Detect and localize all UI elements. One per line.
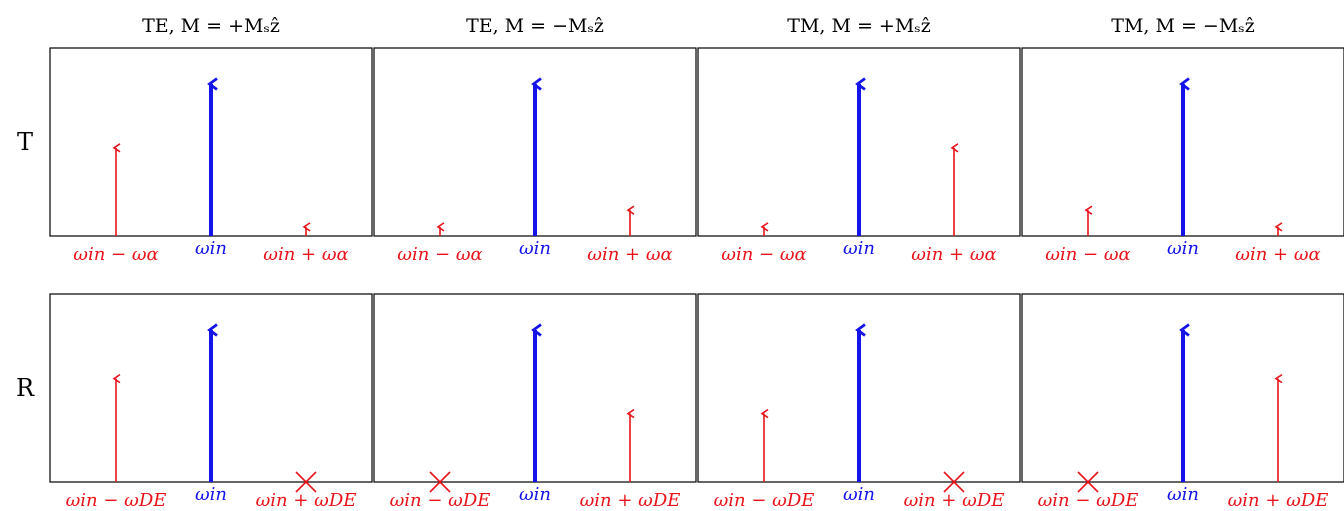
lower-sideband-tick-label: ωin − ωDE [1038,490,1139,511]
carrier-tick-label: ωin [843,484,875,505]
carrier-tick-label: ωin [195,484,227,505]
upper-sideband-tick-label: ωin + ωDE [1228,490,1329,511]
carrier-tick-label: ωin [519,238,551,259]
lower-sideband-suppressed-cross [429,471,451,493]
upper-sideband-tick-label: ωin + ωα [263,244,348,265]
lower-sideband-tick-label: ωin − ωα [73,244,158,265]
upper-sideband-tick-label: ωin + ωDE [904,490,1005,511]
lower-sideband-tick-label: ωin − ωDE [714,490,815,511]
carrier-tick-label: ωin [843,238,875,259]
upper-sideband-suppressed-cross [295,471,317,493]
upper-sideband-suppressed-cross [943,471,965,493]
upper-sideband-tick-label: ωin + ωDE [580,490,681,511]
lower-sideband-tick-label: ωin − ωDE [66,490,167,511]
carrier-tick-label: ωin [1167,484,1199,505]
column-title: TE, M = −Mₛẑ [466,15,604,37]
lower-sideband-suppressed-cross [1077,471,1099,493]
spectrum-panel: ωin − ωDE ωin ωin + ωDE [1021,293,1344,511]
lower-sideband-tick-label: ωin − ωα [397,244,482,265]
spectrum-panel: ωin − ωDE ωin ωin + ωDE [697,293,1021,511]
column-title: TM, M = +Mₛẑ [787,15,930,37]
lower-sideband-tick-label: ωin − ωDE [390,490,491,511]
upper-sideband-tick-label: ωin + ωα [911,244,996,265]
spectrum-panel: ωin − ωDE ωin ωin + ωDE [373,293,697,511]
carrier-tick-label: ωin [519,484,551,505]
lower-sideband-tick-label: ωin − ωα [1045,244,1130,265]
spectrum-panel: ωin − ωα ωin ωin + ωα [49,47,373,265]
upper-sideband-tick-label: ωin + ωDE [256,490,357,511]
spectrum-panel: ωin − ωα ωin ωin + ωα [1021,47,1344,265]
carrier-tick-label: ωin [1167,238,1199,259]
spectrum-panel: ωin − ωα ωin ωin + ωα [373,47,697,265]
carrier-tick-label: ωin [195,238,227,259]
upper-sideband-tick-label: ωin + ωα [1235,244,1320,265]
column-title: TE, M = +Mₛẑ [142,15,280,37]
row-label: R [16,374,35,402]
lower-sideband-tick-label: ωin − ωα [721,244,806,265]
spectrum-panel: ωin − ωDE ωin ωin + ωDE [49,293,373,511]
spectrum-panel: ωin − ωα ωin ωin + ωα [697,47,1021,265]
column-title: TM, M = −Mₛẑ [1111,15,1254,37]
upper-sideband-tick-label: ωin + ωα [587,244,672,265]
row-label: T [17,128,33,156]
